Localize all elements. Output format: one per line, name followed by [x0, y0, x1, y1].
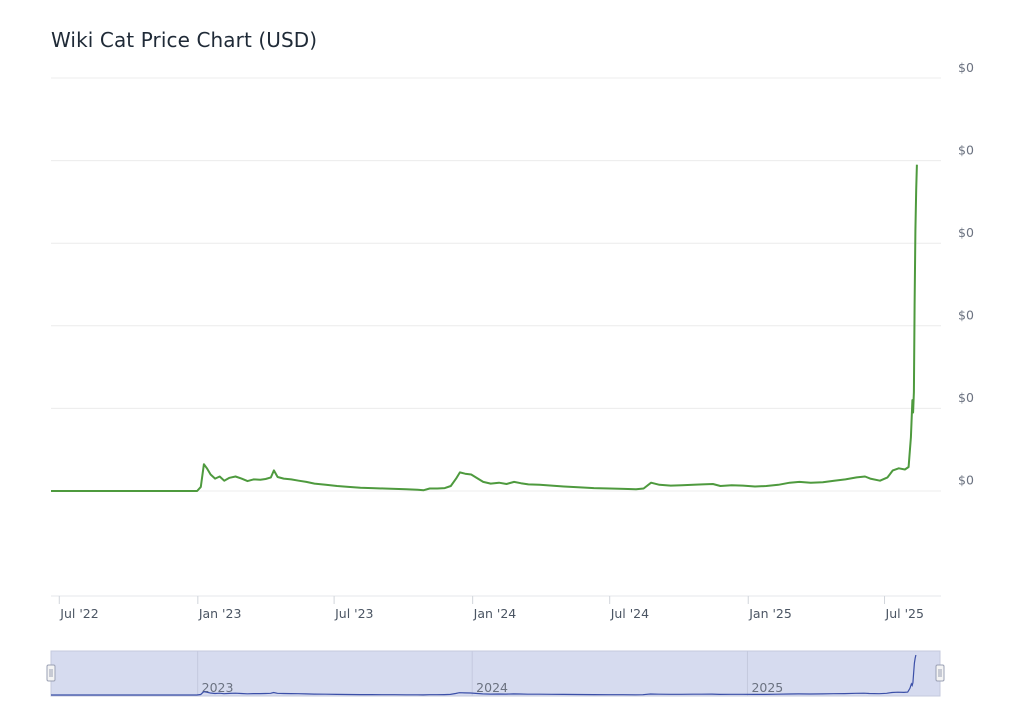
x-tick-label: Jan '24 [473, 606, 517, 621]
navigator-year-label: 2023 [202, 680, 234, 695]
y-tick-label: $0 [958, 142, 974, 157]
y-axis-labels: $0 $0 $0 $0 $0 $0 [958, 60, 974, 487]
navigator[interactable]: 2023 2024 2025 [46, 650, 945, 697]
x-tick-label: Jul '23 [334, 606, 373, 621]
y-tick-label: $0 [958, 472, 974, 487]
x-axis-labels: Jul '22 Jan '23 Jul '23 Jan '24 Jul '24 Jan '… [59, 606, 924, 621]
grid-lines [51, 77, 941, 492]
x-tick-label: Jul '22 [59, 606, 98, 621]
chart-title: Wiki Cat Price Chart (USD) [51, 28, 318, 52]
navigator-left-handle[interactable] [46, 664, 56, 682]
price-series-line[interactable] [51, 164, 918, 492]
y-tick-label: $0 [958, 225, 974, 240]
x-axis-ticks [58, 596, 886, 604]
navigator-labels: 2023 2024 2025 [202, 680, 784, 695]
x-tick-label: Jan '25 [748, 606, 792, 621]
x-tick-label: Jan '23 [198, 606, 242, 621]
navigator-dividers [197, 651, 748, 696]
navigator-right-handle[interactable] [935, 664, 945, 682]
navigator-series-line [51, 654, 917, 696]
navigator-year-label: 2024 [476, 680, 508, 695]
x-tick-label: Jul '25 [885, 606, 924, 621]
navigator-year-label: 2025 [751, 680, 783, 695]
y-tick-label: $0 [958, 60, 974, 75]
navigator-selection[interactable] [50, 650, 941, 697]
y-tick-label: $0 [958, 307, 974, 322]
y-tick-label: $0 [958, 390, 974, 405]
x-tick-label: Jul '24 [610, 606, 649, 621]
